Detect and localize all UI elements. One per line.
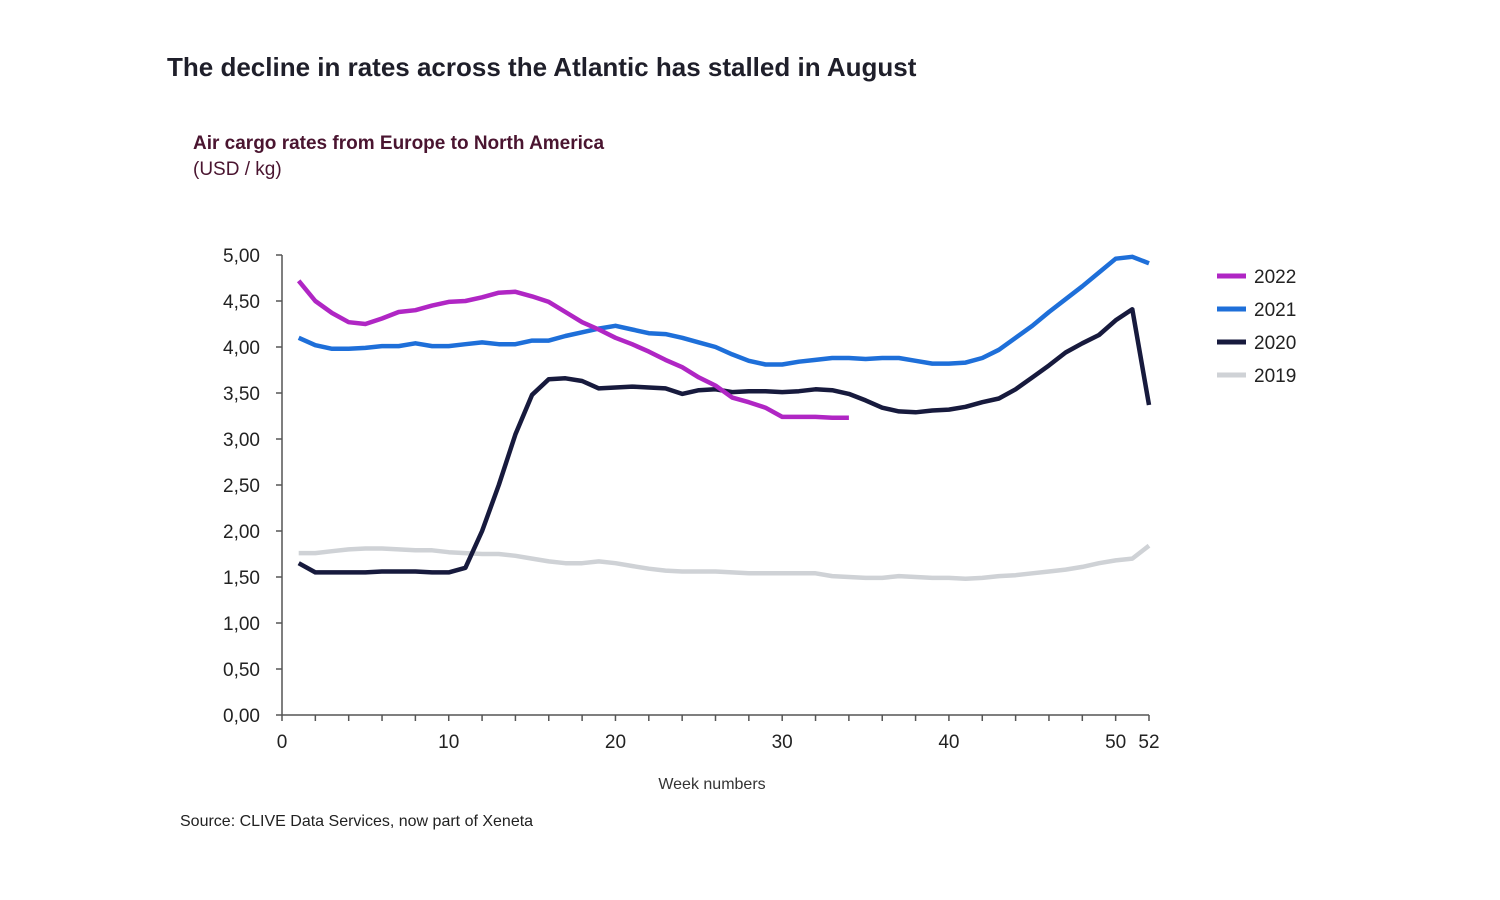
legend-label-2019: 2019: [1254, 366, 1296, 387]
legend: 2022 2021 2020 2019: [1217, 267, 1296, 387]
chart-title: Air cargo rates from Europe to North Ame…: [193, 133, 605, 154]
series-line-2019: [298, 543, 1151, 582]
x-tick-label: 0: [277, 732, 288, 753]
source-note: Source: CLIVE Data Services, now part of…: [180, 813, 534, 830]
series-line-2021: [297, 254, 1150, 367]
axes-layer: 0,00 0,50 1,00 1,50 2,00 2,50 3,00 3,50 4,00 4,50…: [223, 246, 1160, 753]
y-tick-label: 3,00: [223, 430, 260, 451]
y-tick-label: 0,50: [223, 660, 260, 681]
chart-subtitle: (USD / kg): [193, 159, 282, 180]
x-tick-label: 30: [772, 732, 793, 753]
y-tick-label: 1,00: [223, 614, 260, 635]
y-tick-label: 2,00: [223, 522, 260, 543]
y-tick-label: 2,50: [223, 476, 260, 497]
headline: The decline in rates across the Atlantic…: [167, 52, 917, 82]
series-layer: [296, 254, 1152, 582]
y-tick-label: 1,50: [223, 568, 260, 589]
y-tick-label: 4,50: [223, 292, 260, 313]
x-tick-label: 20: [605, 732, 626, 753]
y-tick-label: 4,00: [223, 338, 260, 359]
y-tick-label: 3,50: [223, 384, 260, 405]
x-tick-label: 50: [1105, 732, 1126, 753]
legend-label-2020: 2020: [1254, 333, 1296, 354]
x-axis-label: Week numbers: [658, 776, 765, 793]
x-tick-label: 52: [1138, 732, 1159, 753]
x-tick-label: 10: [438, 732, 459, 753]
series-line-2022: [296, 279, 849, 421]
legend-label-2022: 2022: [1254, 267, 1296, 288]
y-tick-label: 0,00: [223, 706, 260, 727]
y-tick-label: 5,00: [223, 246, 260, 267]
x-tick-label: 40: [938, 732, 959, 753]
legend-label-2021: 2021: [1254, 300, 1296, 321]
